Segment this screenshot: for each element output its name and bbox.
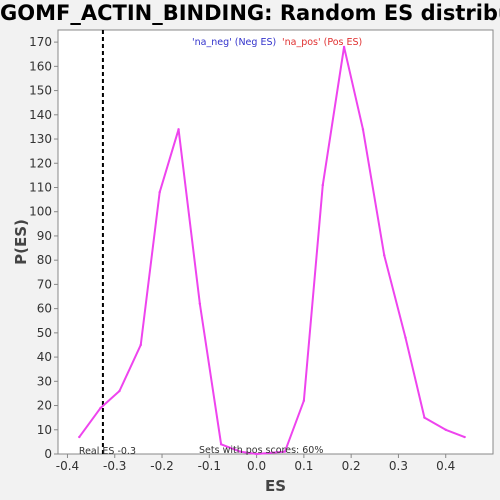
data-point (445, 429, 447, 431)
x-tick-label: 0.4 (436, 459, 455, 473)
data-point (158, 191, 160, 193)
data-point (199, 303, 201, 305)
y-tick-label: 70 (37, 277, 52, 291)
data-point (362, 128, 364, 130)
y-axis: 0 10 20 30 40 50 60 70 80 90 100 110 120 130 140 150 160… (29, 35, 58, 461)
legend-entry: 'na_pos' (Pos ES) (282, 37, 362, 48)
y-tick-label: 40 (37, 350, 52, 364)
data-point (322, 184, 324, 186)
x-tick-label: -0.1 (198, 459, 221, 473)
real-es-annotation: Real ES -0.3 (79, 446, 136, 457)
y-tick-label: 90 (37, 229, 52, 243)
data-point (404, 337, 406, 339)
y-tick-label: 110 (29, 180, 52, 194)
y-tick-label: 120 (29, 156, 52, 170)
y-tick-label: 170 (29, 35, 52, 49)
x-tick-label: 0.0 (247, 459, 266, 473)
x-tick-label: -0.3 (103, 459, 126, 473)
x-tick-label: -0.2 (150, 459, 173, 473)
y-tick-label: 160 (29, 59, 52, 73)
y-tick-label: 100 (29, 205, 52, 219)
sets-pos-annotation: Sets with pos scores: 60% (199, 445, 323, 456)
data-point (140, 344, 142, 346)
y-tick-label: 150 (29, 84, 52, 98)
data-point (303, 399, 305, 401)
y-tick-label: 0 (44, 447, 52, 461)
y-tick-label: 20 (37, 399, 52, 413)
x-axis-label: ES (265, 477, 286, 495)
x-tick-label: -0.4 (56, 459, 79, 473)
data-point (463, 436, 465, 438)
data-point (423, 416, 425, 418)
data-point (118, 390, 120, 392)
y-tick-label: 130 (29, 132, 52, 146)
y-tick-label: 30 (37, 374, 52, 388)
legend-entry: 'na_neg' (Neg ES) (192, 37, 276, 48)
y-tick-label: 50 (37, 326, 52, 340)
data-point (177, 128, 179, 130)
x-tick-label: 0.2 (342, 459, 361, 473)
x-tick-label: 0.3 (389, 459, 408, 473)
y-axis-label: P(ES) (12, 219, 30, 265)
y-tick-label: 10 (37, 423, 52, 437)
y-tick-label: 80 (37, 253, 52, 267)
data-point (78, 436, 80, 438)
data-point (383, 254, 385, 256)
x-tick-label: 0.1 (294, 459, 313, 473)
plot-area (58, 30, 493, 454)
y-tick-label: 140 (29, 108, 52, 122)
y-tick-label: 60 (37, 302, 52, 316)
data-point (99, 407, 101, 409)
